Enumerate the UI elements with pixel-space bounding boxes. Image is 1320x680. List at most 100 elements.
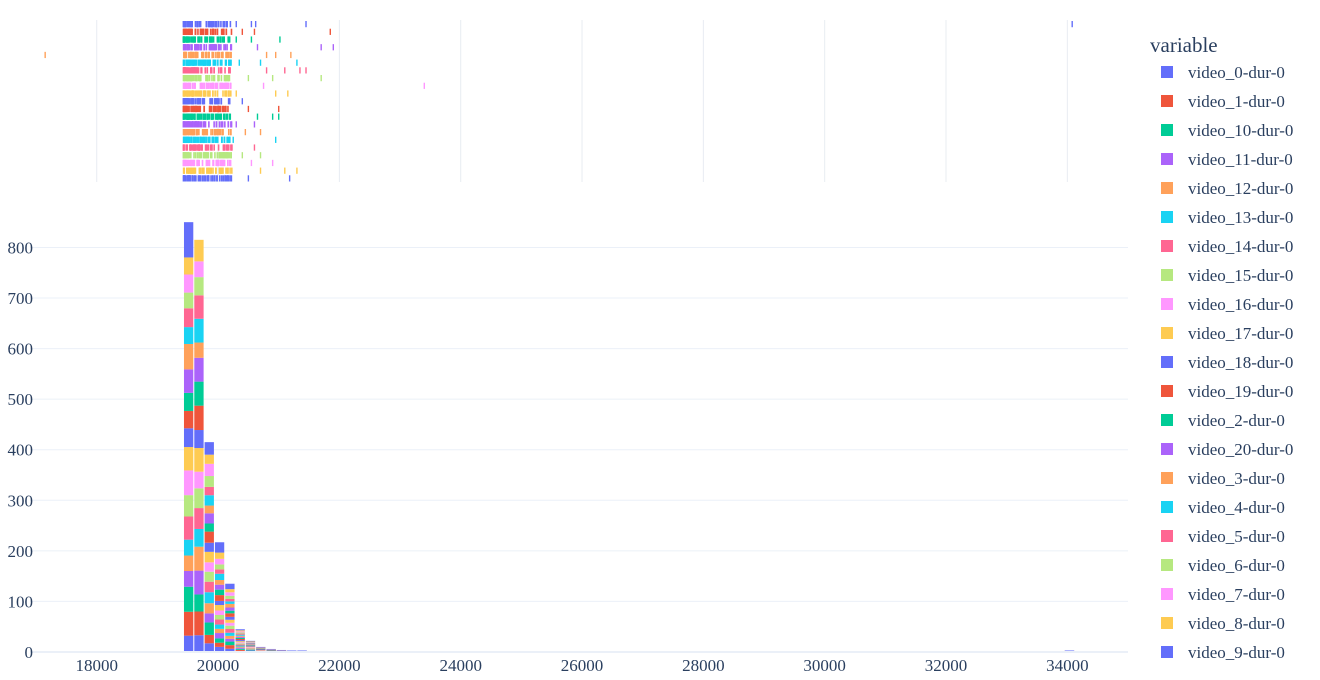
x-tick-label: 18000 <box>75 656 118 675</box>
legend-item[interactable]: video_13-dur-0 <box>1161 208 1293 227</box>
legend-label: video_10-dur-0 <box>1188 121 1293 140</box>
histogram-bar-segment <box>245 640 256 642</box>
legend-item[interactable]: video_0-dur-0 <box>1161 63 1285 82</box>
histogram-bar-segment <box>235 635 245 637</box>
x-tick-label: 32000 <box>925 656 968 675</box>
histogram-bar-segment <box>204 523 214 532</box>
histogram-bar-segment <box>194 611 204 636</box>
histogram-bar-segment <box>225 638 235 642</box>
histogram-bar-segment <box>235 632 245 634</box>
legend-swatch <box>1161 182 1173 194</box>
histogram-bar-segment <box>183 447 194 471</box>
legend-item[interactable]: video_18-dur-0 <box>1161 353 1293 372</box>
histogram-bar-segment <box>235 640 245 642</box>
histogram-bar-segment <box>245 646 256 647</box>
histogram-bar-segment <box>235 644 245 646</box>
legend-item[interactable]: video_16-dur-0 <box>1161 295 1293 314</box>
histogram-bar-segment <box>183 410 194 429</box>
legend-item[interactable]: video_14-dur-0 <box>1161 237 1293 256</box>
histogram-bar-segment <box>204 513 214 524</box>
histogram-bar-segment <box>194 546 204 571</box>
legend-item[interactable]: video_15-dur-0 <box>1161 266 1293 285</box>
legend-item[interactable]: video_6-dur-0 <box>1161 556 1285 575</box>
legend-item[interactable]: video_9-dur-0 <box>1161 643 1285 662</box>
legend-swatch <box>1161 153 1173 165</box>
legend-swatch <box>1161 385 1173 397</box>
legend-item[interactable]: video_7-dur-0 <box>1161 585 1285 604</box>
histogram-bar-segment <box>287 650 297 652</box>
histogram-bar-segment <box>214 569 225 574</box>
histogram-bar-segment <box>1064 650 1075 652</box>
y-tick-label: 600 <box>8 340 34 359</box>
legend-label: video_9-dur-0 <box>1188 643 1285 662</box>
histogram-bar-segment <box>204 592 214 604</box>
legend-swatch <box>1161 646 1173 658</box>
y-tick-label: 500 <box>8 390 34 409</box>
histogram-bar-segment <box>225 648 235 652</box>
legend-item[interactable]: video_4-dur-0 <box>1161 498 1285 517</box>
histogram-bar-segment <box>204 571 214 582</box>
legend-label: video_15-dur-0 <box>1188 266 1293 285</box>
legend-item[interactable]: video_1-dur-0 <box>1161 92 1285 111</box>
histogram-bar-segment <box>214 542 225 553</box>
histogram-bar-segment <box>235 648 245 650</box>
legend-label: video_13-dur-0 <box>1188 208 1293 227</box>
histogram-bar-segment <box>183 495 194 517</box>
histogram-bar-segment <box>245 645 256 647</box>
histogram-bar-segment <box>245 642 256 644</box>
legend-label: video_4-dur-0 <box>1188 498 1285 517</box>
legend-label: video_8-dur-0 <box>1188 614 1285 633</box>
histogram-bar-segment <box>214 614 225 620</box>
legend-item[interactable]: video_12-dur-0 <box>1161 179 1293 198</box>
histogram-bar-segment <box>214 642 225 647</box>
histogram-bar-segment <box>235 636 245 638</box>
histogram-bar-segment <box>245 645 256 646</box>
legend-item[interactable]: video_19-dur-0 <box>1161 382 1293 401</box>
histogram-bar-segment <box>204 463 214 477</box>
histogram-bar-segment <box>235 645 245 647</box>
histogram-bar-segment <box>183 571 194 587</box>
histogram-bar-segment <box>204 581 214 593</box>
histogram-bar-segment <box>183 292 194 309</box>
histogram-bar-segment <box>235 633 245 635</box>
histogram-bar-segment <box>204 442 214 455</box>
legend: variable video_0-dur-0 video_1-dur-0video… <box>1150 33 1293 662</box>
histogram-bar-segment <box>204 634 214 644</box>
legend-item[interactable]: video_20-dur-0 <box>1161 440 1293 459</box>
histogram-bar-segment <box>183 516 194 540</box>
histogram-bar-segment <box>183 392 194 411</box>
legend-item[interactable]: video_17-dur-0 <box>1161 324 1293 343</box>
legend-item[interactable]: video_2-dur-0 <box>1161 411 1285 430</box>
legend-swatch <box>1161 501 1173 513</box>
histogram-bar-segment <box>225 629 235 633</box>
legend-label: video_11-dur-0 <box>1188 150 1293 169</box>
histogram-bar-segment <box>183 586 194 612</box>
histogram-bar-segment <box>214 595 225 601</box>
y-tick-label: 0 <box>25 643 34 662</box>
legend-label: video_12-dur-0 <box>1188 179 1293 198</box>
legend-item[interactable]: video_3-dur-0 <box>1161 469 1285 488</box>
histogram-bar-segment <box>245 641 256 643</box>
histogram-bar-segment <box>204 603 214 614</box>
legend-label: video_7-dur-0 <box>1188 585 1285 604</box>
histogram-bar-segment <box>225 616 235 620</box>
histogram-bar-segment <box>183 611 194 636</box>
histogram-bar-segment <box>235 642 245 644</box>
histogram-bar-segment <box>194 381 204 406</box>
legend-label: video_2-dur-0 <box>1188 411 1285 430</box>
histogram-bar-segment <box>204 622 214 635</box>
histogram-bar-segment <box>214 573 225 581</box>
legend-item[interactable]: video_10-dur-0 <box>1161 121 1293 140</box>
legend-item[interactable]: video_5-dur-0 <box>1161 527 1285 546</box>
legend-item[interactable]: video_8-dur-0 <box>1161 614 1285 633</box>
histogram-bar-segment <box>183 257 194 275</box>
histogram-bar-segment <box>214 646 225 652</box>
histogram-bar-segment <box>235 631 245 633</box>
x-axis-tick-labels: 18000 20000 22000 24000 26000 28000 30000 32000… <box>75 656 1088 675</box>
histogram-bar-segment <box>204 454 214 464</box>
histogram-bar-segment <box>245 648 256 650</box>
histogram-bar-segment <box>214 638 225 643</box>
histogram-bar-segment <box>235 646 245 648</box>
legend-item[interactable]: video_11-dur-0 <box>1161 150 1293 169</box>
y-axis-tick-labels: 0 100 200 300 400 500 600 700 800 <box>8 238 34 662</box>
